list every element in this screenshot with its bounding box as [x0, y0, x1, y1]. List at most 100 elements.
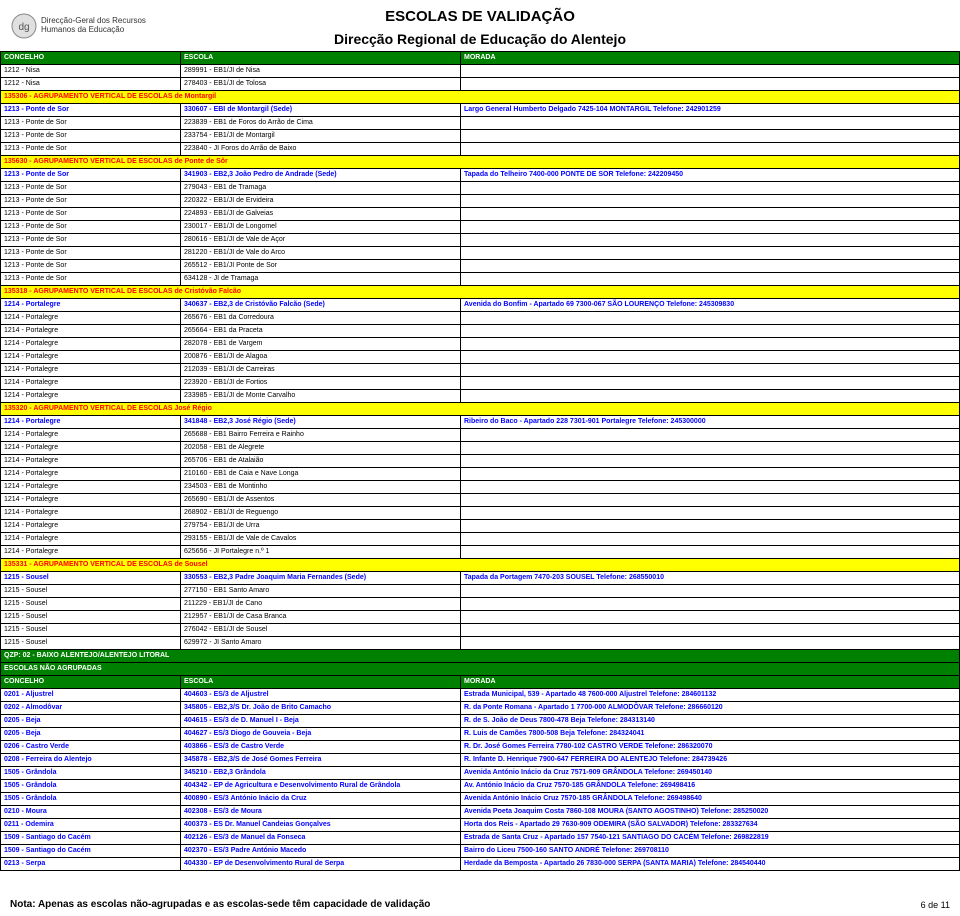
table-cell: Tapada do Telheiro 7400-000 PONTE DE SOR… — [461, 169, 960, 182]
table-cell: Herdade da Bemposta - Apartado 26 7830-0… — [461, 858, 960, 871]
table-cell: 1215 - Sousel — [1, 624, 181, 637]
table-row: 1213 - Ponte de Sor634128 - JI de Tramag… — [1, 273, 960, 286]
table-cell: 202058 - EB1 de Alegrete — [181, 442, 461, 455]
table-cell: Estrada Municipal, 539 - Apartado 48 760… — [461, 689, 960, 702]
table-cell: 276042 - EB1/JI de Sousel — [181, 624, 461, 637]
table-row: 0206 - Castro Verde403866 - ES/3 de Cast… — [1, 741, 960, 754]
table-cell: 135318 - AGRUPAMENTO VERTICAL DE ESCOLAS… — [1, 286, 960, 299]
table-cell: 0205 - Beja — [1, 728, 181, 741]
table-row: 1213 - Ponte de Sor280616 - EB1/JI de Va… — [1, 234, 960, 247]
table-cell: 289991 - EB1/JI de Nisa — [181, 65, 461, 78]
svg-text:dg: dg — [18, 22, 29, 33]
table-cell: 404330 - EP de Desenvolvimento Rural de … — [181, 858, 461, 871]
table-row: 1212 - Nisa289991 - EB1/JI de Nisa — [1, 65, 960, 78]
table-cell: 1214 - Portalegre — [1, 312, 181, 325]
table-cell: Largo General Humberto Delgado 7425-104 … — [461, 104, 960, 117]
table-cell — [461, 221, 960, 234]
table-cell: 1214 - Portalegre — [1, 507, 181, 520]
table-cell: 0211 - Odemira — [1, 819, 181, 832]
table-row: 0210 - Moura402308 - ES/3 de MouraAvenid… — [1, 806, 960, 819]
table-cell: 1505 - Grândola — [1, 793, 181, 806]
table-row: 1214 - Portalegre210160 - EB1 de Caia e … — [1, 468, 960, 481]
table-row: 1213 - Ponte de Sor341903 - EB2,3 João P… — [1, 169, 960, 182]
table-cell: 279754 - EB1/JI de Urra — [181, 520, 461, 533]
table-row: 1213 - Ponte de Sor265512 - EB1/JI Ponte… — [1, 260, 960, 273]
table-cell: Avenida António Inácio Cruz 7570-185 GRÂ… — [461, 793, 960, 806]
table-cell: 279043 - EB1 de Tramaga — [181, 182, 461, 195]
table-cell: 1214 - Portalegre — [1, 364, 181, 377]
table-cell: 330553 - EB2,3 Padre Joaquim Maria Ferna… — [181, 572, 461, 585]
table-row: 1212 - Nisa278403 - EB1/JI de Tolosa — [1, 78, 960, 91]
table-cell — [461, 208, 960, 221]
table-cell: 1215 - Sousel — [1, 637, 181, 650]
table-cell: 1214 - Portalegre — [1, 520, 181, 533]
table-row: 0202 - Almodôvar345805 - EB2,3/S Dr. Joã… — [1, 702, 960, 715]
table-row: 1215 - Sousel277150 - EB1 Santo Amaro — [1, 585, 960, 598]
table-row: 0208 - Ferreira do Alentejo345878 - EB2,… — [1, 754, 960, 767]
table-cell: 278403 - EB1/JI de Tolosa — [181, 78, 461, 91]
table-row: 1214 - Portalegre265676 - EB1 da Corredo… — [1, 312, 960, 325]
table-row: 1214 - Portalegre340637 - EB2,3 de Crist… — [1, 299, 960, 312]
table-cell: 0205 - Beja — [1, 715, 181, 728]
table-cell: 268902 - EB1/JI de Reguengo — [181, 507, 461, 520]
table-cell: 1214 - Portalegre — [1, 299, 181, 312]
table-row: 0205 - Beja404627 - ES/3 Diogo de Gouvei… — [1, 728, 960, 741]
table-row: 0213 - Serpa404330 - EP de Desenvolvimen… — [1, 858, 960, 871]
table-row: 1214 - Portalegre200876 - EB1/JI de Alag… — [1, 351, 960, 364]
table-cell: 1215 - Sousel — [1, 598, 181, 611]
table-cell: 1213 - Ponte de Sor — [1, 130, 181, 143]
table-cell: 404342 - EP de Agricultura e Desenvolvim… — [181, 780, 461, 793]
table-cell — [461, 494, 960, 507]
table-cell: 224893 - EB1/JI de Galveias — [181, 208, 461, 221]
table-cell: 265512 - EB1/JI Ponte de Sor — [181, 260, 461, 273]
table-row: 1509 - Santiago do Cacém402370 - ES/3 Pa… — [1, 845, 960, 858]
table-row: 0205 - Beja404615 - ES/3 de D. Manuel I … — [1, 715, 960, 728]
table-cell: Horta dos Reis - Apartado 29 7630-909 OD… — [461, 819, 960, 832]
table-cell: 1213 - Ponte de Sor — [1, 182, 181, 195]
table-row: 1214 - Portalegre233985 - EB1/JI de Mont… — [1, 390, 960, 403]
table-cell: Avenida Poeta Joaquim Costa 7860-108 MOU… — [461, 806, 960, 819]
table-cell: 0210 - Moura — [1, 806, 181, 819]
table-cell: 402308 - ES/3 de Moura — [181, 806, 461, 819]
table-cell: 135320 - AGRUPAMENTO VERTICAL DE ESCOLAS… — [1, 403, 960, 416]
table-cell: 345210 - EB2,3 Grândola — [181, 767, 461, 780]
table-cell — [461, 546, 960, 559]
table-cell: 1215 - Sousel — [1, 572, 181, 585]
table-row: 1214 - Portalegre265688 - EB1 Bairro Fer… — [1, 429, 960, 442]
table-cell — [461, 520, 960, 533]
table-cell — [461, 598, 960, 611]
table-cell: 1509 - Santiago do Cacém — [1, 832, 181, 845]
table-cell: 1212 - Nisa — [1, 65, 181, 78]
table-cell: 1214 - Portalegre — [1, 325, 181, 338]
table-cell: 1214 - Portalegre — [1, 546, 181, 559]
table-row: 1505 - Grândola404342 - EP de Agricultur… — [1, 780, 960, 793]
table-cell — [461, 377, 960, 390]
table-cell: R. de S. João de Deus 7800-478 Beja Tele… — [461, 715, 960, 728]
table-cell — [461, 624, 960, 637]
table-cell — [461, 481, 960, 494]
table-cell: 634128 - JI de Tramaga — [181, 273, 461, 286]
table-cell: 1214 - Portalegre — [1, 377, 181, 390]
table-row: 135331 - AGRUPAMENTO VERTICAL DE ESCOLAS… — [1, 559, 960, 572]
table-cell: 135630 - AGRUPAMENTO VERTICAL DE ESCOLAS… — [1, 156, 960, 169]
table-cell: 345878 - EB2,3/S de José Gomes Ferreira — [181, 754, 461, 767]
table-cell: 0202 - Almodôvar — [1, 702, 181, 715]
table-cell — [461, 637, 960, 650]
table-row: 1215 - Sousel276042 - EB1/JI de Sousel — [1, 624, 960, 637]
table-cell: 1212 - Nisa — [1, 78, 181, 91]
table-cell: 404627 - ES/3 Diogo de Gouveia - Beja — [181, 728, 461, 741]
table-row: 1213 - Ponte de Sor220322 - EB1/JI de Er… — [1, 195, 960, 208]
table-cell: 0206 - Castro Verde — [1, 741, 181, 754]
table-cell — [461, 338, 960, 351]
table-cell: 1215 - Sousel — [1, 585, 181, 598]
table-cell: 1213 - Ponte de Sor — [1, 169, 181, 182]
table-row: 1505 - Grândola345210 - EB2,3 GrândolaAv… — [1, 767, 960, 780]
table-row: 1214 - Portalegre212039 - EB1/JI de Carr… — [1, 364, 960, 377]
table-cell: 230017 - EB1/JI de Longomel — [181, 221, 461, 234]
col-header: CONCELHO — [1, 52, 181, 65]
table-row: 1213 - Ponte de Sor223840 - JI Foros do … — [1, 143, 960, 156]
page-number: 6 de 11 — [921, 900, 950, 910]
col-header: MORADA — [461, 676, 960, 689]
table-cell: 293155 - EB1/JI de Vale de Cavalos — [181, 533, 461, 546]
table-row: 1214 - Portalegre265690 - EB1/JI de Asse… — [1, 494, 960, 507]
